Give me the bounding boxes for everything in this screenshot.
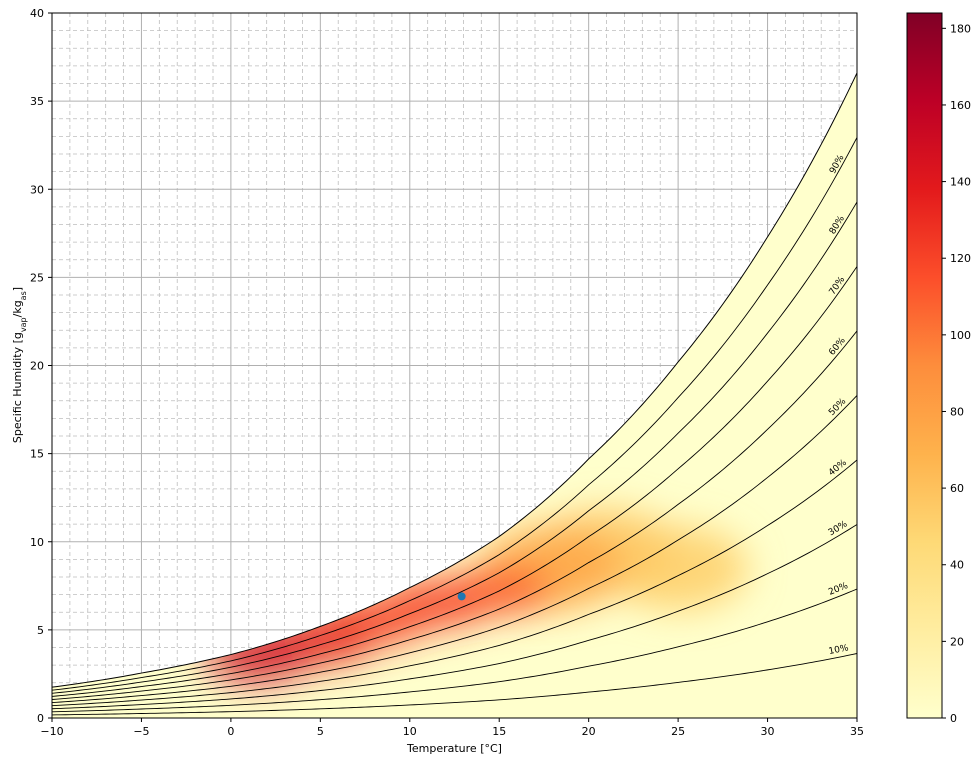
y-tick-label: 10 [30, 536, 44, 549]
colorbar-tick-label: 180 [950, 22, 971, 35]
y-tick-label: 40 [30, 7, 44, 20]
rh-curve-10 [52, 653, 857, 716]
rh-curve-20 [52, 588, 857, 713]
colorbar-ticks: 0 20 40 60 80 100 120 140 160 180 [942, 22, 971, 725]
plot-area: 10%20%30%40%50%60%70%80%90% −10 −5 0 5 10 15 2… [11, 7, 864, 755]
y-tick-label: 25 [30, 271, 44, 284]
saturation-curve [52, 72, 857, 688]
colorbar-tick-label: 140 [950, 176, 971, 189]
x-tick-label: 20 [582, 725, 596, 738]
y-tick-label: 20 [30, 360, 44, 373]
rh-curve-70 [52, 266, 857, 697]
x-tick-label: 15 [492, 725, 506, 738]
rh-curve-90 [52, 137, 857, 691]
rh-curve-80 [52, 201, 857, 694]
x-tick-label: −10 [40, 725, 63, 738]
rh-curve-50 [52, 395, 857, 704]
x-tick-label: 5 [317, 725, 324, 738]
y-tick-label: 30 [30, 183, 44, 196]
x-axis-ticks: −10 −5 0 5 10 15 20 25 30 35 [40, 718, 864, 738]
y-tick-label: 0 [37, 712, 44, 725]
rh-label: 10% [828, 643, 850, 657]
x-tick-label: 35 [850, 725, 864, 738]
colorbar-tick-label: 160 [950, 99, 971, 112]
x-tick-label: 10 [403, 725, 417, 738]
x-tick-label: 30 [761, 725, 775, 738]
y-tick-label: 15 [30, 448, 44, 461]
colorbar-tick-label: 80 [950, 405, 964, 418]
y-axis-ticks: 0 5 10 15 20 25 30 35 40 [30, 7, 52, 725]
x-tick-label: 25 [671, 725, 685, 738]
y-tick-label: 35 [30, 95, 44, 108]
relative-humidity-curves [52, 137, 857, 716]
colorbar-tick-label: 40 [950, 559, 964, 572]
colorbar-tick-label: 0 [950, 712, 957, 725]
colorbar: 0 20 40 60 80 100 120 140 160 180 [906, 12, 971, 725]
x-axis-label: Temperature [°C] [406, 742, 502, 755]
x-tick-label: 0 [227, 725, 234, 738]
y-tick-label: 5 [37, 624, 44, 637]
colorbar-tick-label: 120 [950, 252, 971, 265]
current-state-marker [457, 592, 466, 601]
rh-curve-40 [52, 459, 857, 707]
colorbar-tick-label: 100 [950, 329, 971, 342]
rh-curve-30 [52, 524, 857, 710]
x-tick-label: −5 [133, 725, 149, 738]
colorbar-tick-label: 60 [950, 482, 964, 495]
rh-curve-60 [52, 330, 857, 700]
y-axis-label: Specific Humidity [gvap/kgas] [11, 287, 28, 443]
colorbar-gradient [906, 12, 943, 719]
colorbar-tick-label: 20 [950, 635, 964, 648]
